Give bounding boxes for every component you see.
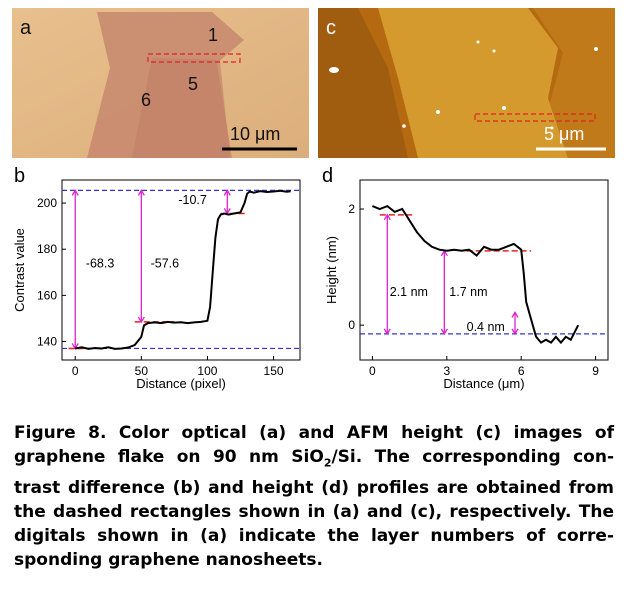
y-tick-label: 0 (348, 318, 355, 332)
difference-annotation: -57.6 (151, 257, 180, 271)
difference-annotation: -68.3 (86, 257, 115, 271)
y-axis-label: Contrast value (12, 228, 27, 312)
figure-caption: Figure 8. Color optical (a) and AFM heig… (14, 421, 614, 573)
height-profile-chart: d 0 3 6 9 0 2 Distance (μm) Height (nm) 2.1 nm 1.… (322, 165, 609, 391)
x-tick-label: 3 (443, 364, 450, 378)
x-axis-label: Distance (μm) (443, 376, 524, 391)
x-tick-label: 9 (592, 364, 599, 378)
caption-line-3: trast difference (b) and height (d) prof… (14, 477, 614, 498)
x-tick-label: 100 (197, 364, 217, 378)
caption-line-5: digitals shown in (a) indicate the layer… (14, 526, 614, 547)
panel-d: d 0 3 6 9 0 2 Distance (μm) Height (nm) 2.1 nm 1.… (318, 160, 618, 400)
difference-annotation: 2.1 nm (390, 285, 428, 299)
y-axis-label: Height (nm) (324, 236, 339, 304)
arrow-head-top (383, 213, 391, 221)
afm-dark-region (318, 8, 408, 158)
scalebar-label-a: 10 μm (230, 124, 280, 144)
arrow-head-top (137, 189, 145, 196)
panel-a: a 1 5 6 10 μm (12, 8, 309, 158)
arrow-head-bottom (137, 316, 145, 324)
afm-particles (329, 40, 598, 130)
y-tick-label: 2 (348, 202, 355, 216)
difference-annotation: 1.7 nm (449, 285, 487, 299)
plot-frame (61, 179, 301, 361)
afm-image: c 5 μm (318, 8, 615, 158)
difference-annotation: 0.4 nm (467, 320, 505, 334)
y-tick-label: 200 (37, 196, 57, 210)
x-tick-label: 150 (264, 364, 284, 378)
arrow-head-bottom (440, 328, 448, 336)
arrow-head-bottom (383, 328, 391, 336)
arrow-head-top (71, 189, 79, 196)
y-tick-label: 160 (37, 288, 57, 302)
panel-label-c: c (326, 17, 336, 39)
panel-c: c 5 μm (318, 8, 615, 158)
panel-label-a: a (20, 17, 32, 39)
layer-number-5: 5 (188, 74, 198, 94)
caption-line-2: graphene flake on 90 nm SiO2/Si. The cor… (14, 447, 615, 470)
x-axis-label: Distance (pixel) (136, 376, 226, 391)
x-tick-label: 0 (72, 364, 79, 378)
profile-line (75, 189, 291, 350)
contrast-profile-chart: b 0 50 100 150 140 160 180 200 Distance (pixel) C… (12, 165, 301, 391)
profile-line (372, 204, 580, 345)
panel-label-b: b (14, 165, 25, 187)
difference-annotation: -10.7 (178, 193, 207, 207)
plot-frame (359, 179, 609, 361)
y-tick-label: 180 (37, 242, 57, 256)
flake-region-5 (132, 58, 230, 158)
arrow-head-top (511, 311, 519, 318)
dashed-rectangle-c (474, 113, 596, 122)
y-tick-label: 140 (37, 335, 57, 349)
scalebar-label-c: 5 μm (544, 124, 584, 144)
caption-line-1: Figure 8. Color optical (a) and AFM heig… (14, 423, 614, 443)
panel-b: b 0 50 100 150 140 160 180 200 Distance (pixel) C… (10, 160, 310, 400)
layer-number-1: 1 (208, 25, 218, 45)
x-tick-label: 50 (135, 364, 149, 378)
caption-line-4: the dashed rectangles shown in (a) and (… (14, 502, 614, 522)
afm-right-region (533, 8, 615, 158)
layer-number-6: 6 (141, 90, 151, 110)
arrow-head-bottom (511, 328, 519, 336)
dashed-rectangle-a (147, 53, 241, 63)
panel-label-d: d (322, 165, 333, 187)
optical-image: a 1 5 6 10 μm (12, 8, 309, 158)
x-tick-label: 6 (518, 364, 525, 378)
x-tick-label: 0 (369, 364, 376, 378)
arrow-head-top (223, 189, 231, 196)
caption-line-6: sponding graphene nanosheets. (14, 550, 323, 571)
